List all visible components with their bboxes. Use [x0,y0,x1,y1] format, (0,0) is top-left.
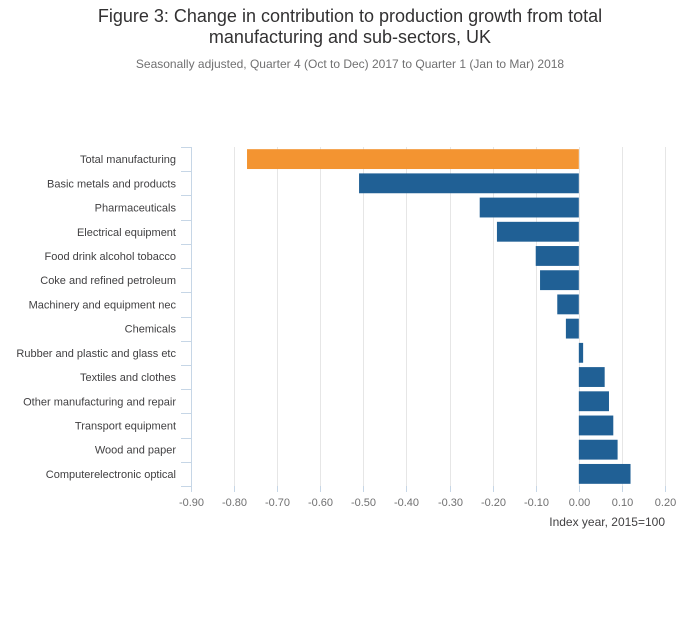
x-tick-label: 0.00 [569,497,590,509]
bar-other-manufacturing-and-repair[interactable] [578,391,609,412]
category-label: Electrical equipment [77,227,176,239]
x-tick-label: -0.40 [394,497,419,509]
chart-title: Figure 3: Change in contribution to prod… [0,6,700,48]
category-label: Wood and paper [95,445,176,457]
category-label: Machinery and equipment nec [29,299,177,311]
x-axis-title: Index year, 2015=100 [549,515,665,529]
category-label: Food drink alcohol tobacco [45,251,176,263]
label-layer: -0.90 -0.80 -0.70 -0.60 -0.50 -0.40 -0.30 -0.20… [16,154,676,509]
x-tick-label: 0.10 [612,497,633,509]
bar-food-drink-alcohol-tobacco[interactable] [535,246,579,266]
chart-subtitle: Seasonally adjusted, Quarter 4 (Oct to D… [135,57,565,71]
bar-chemicals[interactable] [565,318,579,339]
bar-total-manufacturing[interactable] [247,149,579,170]
bar-rubber-and-plastic-and-glass-etc[interactable] [578,342,584,363]
axis-layer [181,147,666,492]
category-label: Coke and refined petroleum [40,275,176,287]
category-label: Computerelectronic optical [46,469,176,481]
bar-electrical-equipment[interactable] [496,221,579,242]
x-tick-label: -0.30 [438,497,463,509]
category-label: Basic metals and products [47,178,177,190]
x-tick-label: -0.70 [265,497,290,509]
category-label: Pharmaceuticals [95,203,177,215]
category-label: Rubber and plastic and glass etc [16,348,176,360]
category-label: Chemicals [125,324,177,336]
bar-basic-metals-and-products[interactable] [359,173,579,194]
bar-computerelectronic-optical[interactable] [578,463,631,484]
x-tick-label: -0.80 [222,497,247,509]
x-tick-label: -0.60 [308,497,333,509]
chart-title-line-1: Figure 3: Change in contribution to prod… [97,6,603,26]
x-tick-label: -0.90 [179,497,204,509]
x-tick-label: 0.20 [655,497,676,509]
bar-textiles-and-clothes[interactable] [578,367,605,387]
category-label: Textiles and clothes [80,372,176,384]
bar-wood-and-paper[interactable] [578,439,618,460]
category-label: Other manufacturing and repair [23,396,176,408]
category-label: Total manufacturing [80,154,176,166]
x-tick-label: -0.10 [524,497,549,509]
category-label: Transport equipment [75,420,176,432]
x-tick-label: -0.20 [481,497,506,509]
bar-pharmaceuticals[interactable] [479,197,579,218]
bar-transport-equipment[interactable] [578,415,614,436]
bar-machinery-and-equipment-nec[interactable] [557,294,579,315]
bar-layer [247,149,631,484]
x-tick-label: -0.50 [351,497,376,509]
chart-title-line-2: manufacturing and sub-sectors, UK [208,27,492,47]
bar-coke-and-refined-petroleum[interactable] [540,270,579,291]
